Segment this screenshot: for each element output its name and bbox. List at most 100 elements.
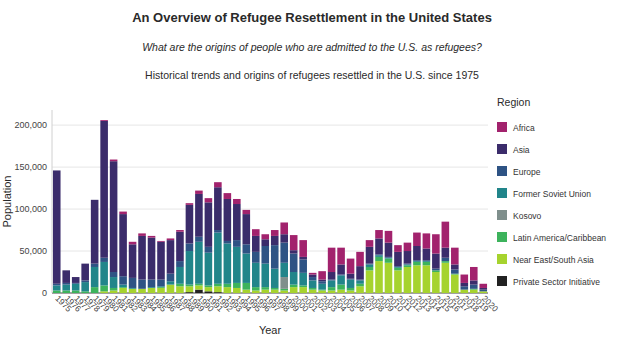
bar-segment [318, 280, 326, 282]
bar-segment [337, 275, 345, 284]
bar-segment [356, 280, 364, 283]
bar-segment [91, 200, 99, 264]
bar-segment [148, 287, 156, 288]
bar-segment [479, 284, 487, 288]
bar-segment [375, 257, 383, 261]
bar-segment [233, 288, 241, 293]
bar-segment [309, 290, 317, 293]
y-tick-label: 150,000 [14, 162, 47, 172]
bar-segment [479, 290, 487, 292]
bar-segment [261, 287, 269, 290]
bar-segment [119, 285, 127, 288]
bar-segment [347, 288, 355, 291]
bar-segment [129, 242, 137, 245]
bar-segment [100, 262, 108, 286]
bar-segment [157, 287, 165, 289]
bar-segment [233, 199, 241, 204]
bar-segment [442, 248, 450, 258]
bar-segment [299, 285, 307, 287]
bar-segment [461, 290, 469, 293]
bar-segment [442, 258, 450, 261]
bar-segment [167, 238, 175, 240]
bar-segment [442, 261, 450, 263]
bar-segment [299, 259, 307, 272]
legend-swatch [497, 122, 507, 132]
legend-label: Kosovo [513, 211, 542, 221]
bar-segment [404, 267, 412, 293]
bar-segment [337, 264, 345, 274]
bar-segment [167, 274, 175, 282]
bar-segment [243, 214, 251, 244]
bar-segment [432, 254, 440, 269]
bar-segment [176, 261, 184, 267]
bar-segment [261, 246, 269, 264]
bar-segment [195, 284, 203, 286]
bar-segment [309, 280, 317, 288]
bar-segment [432, 270, 440, 272]
bar-segment [186, 203, 194, 205]
bar-segment [157, 240, 165, 242]
bar-segment [252, 229, 260, 236]
bar-segment [53, 170, 61, 283]
bar-segment [214, 230, 222, 233]
bar-segment [347, 259, 355, 274]
bar-segment [195, 191, 203, 194]
bar-segment [81, 280, 89, 282]
bar-segment [347, 280, 355, 288]
bar-segment [186, 205, 194, 244]
legend-label: Europe [513, 167, 541, 177]
bar-segment [186, 285, 194, 287]
chart: An Overview of Refugee Resettlement in t… [0, 0, 624, 346]
bar-segment [366, 247, 374, 264]
legend-label: Near East/South Asia [513, 255, 594, 265]
bar-segment [470, 267, 478, 280]
bar-segment [62, 283, 70, 285]
bar-segment [233, 283, 241, 288]
bar-segment [280, 263, 288, 277]
bar-segment [176, 284, 184, 287]
bar-segment [148, 280, 156, 288]
bar-segment [62, 285, 70, 291]
bar-segment [479, 291, 487, 293]
bar-segment [110, 277, 118, 288]
bar-segment [224, 193, 232, 199]
bar-segment [110, 288, 118, 291]
legend-swatch [497, 276, 507, 286]
bar-segment [100, 121, 108, 258]
bar-segment [385, 259, 393, 263]
bar-segment [271, 236, 279, 245]
bar-segment [290, 254, 298, 272]
bar-segment [413, 265, 421, 293]
bar-segment [375, 255, 383, 257]
bar-segment [214, 286, 222, 292]
bar-segment [129, 288, 137, 289]
bar-segment [423, 262, 431, 265]
bar-segment [176, 286, 184, 293]
bar-segment [205, 285, 213, 287]
bar-segment [451, 275, 459, 293]
bar-segment [404, 264, 412, 266]
bar-segment [451, 264, 459, 269]
bar-segment [53, 284, 61, 286]
bar-segment [271, 230, 279, 236]
legend-swatch [497, 188, 507, 198]
legend-swatch [497, 144, 507, 154]
bar-segment [309, 277, 317, 280]
bar-segment [157, 287, 165, 288]
bar-segment [261, 264, 269, 288]
bar-segment [176, 230, 184, 232]
bar-segment [328, 248, 336, 272]
bar-segment [129, 288, 137, 289]
bar-segment [129, 244, 137, 278]
bar-segment [461, 283, 469, 286]
y-tick-label: 50,000 [19, 246, 47, 256]
bar-segment [385, 243, 393, 257]
legend-label: Former Soviet Union [513, 189, 591, 199]
bar-segment [72, 290, 80, 293]
bar-segment [148, 236, 156, 238]
bar-segment [451, 248, 459, 265]
bar-segment [356, 252, 364, 266]
bar-segment [290, 235, 298, 250]
y-axis-title: Population [1, 176, 13, 228]
y-tick-label: 0 [42, 288, 47, 298]
